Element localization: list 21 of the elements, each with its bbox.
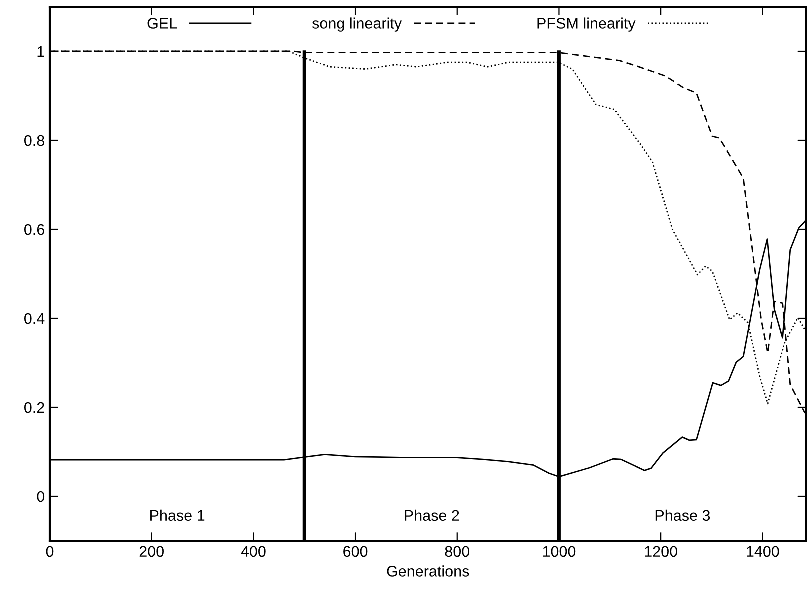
y-tick-label: 0.6 — [24, 224, 44, 236]
legend-label: GEL — [148, 18, 178, 29]
annotation: Phase 2 — [405, 510, 460, 522]
x-tick-label: 0 — [46, 546, 54, 558]
x-tick-label: 1000 — [543, 546, 576, 558]
x-tick-label: 600 — [344, 546, 368, 558]
x-axis-title: Generations — [387, 566, 470, 577]
y-tick-label: 0.4 — [24, 313, 45, 324]
legend-label: PFSM linearity — [538, 18, 636, 32]
x-tick-label: 800 — [445, 546, 470, 558]
y-tick-label: 1 — [38, 46, 44, 58]
x-tick-label: 1200 — [645, 546, 678, 558]
legend-label: song linearity — [312, 18, 402, 32]
x-tick-label: 200 — [140, 546, 164, 558]
y-tick-label: 0.8 — [24, 135, 44, 146]
x-tick-label: 1400 — [747, 546, 780, 558]
x-tick-label: 400 — [241, 546, 266, 558]
annotation: Phase 3 — [656, 510, 710, 522]
annotation: Phase 1 — [150, 510, 205, 522]
y-tick-label: 0 — [37, 491, 45, 502]
y-tick-label: 0.2 — [24, 402, 44, 414]
